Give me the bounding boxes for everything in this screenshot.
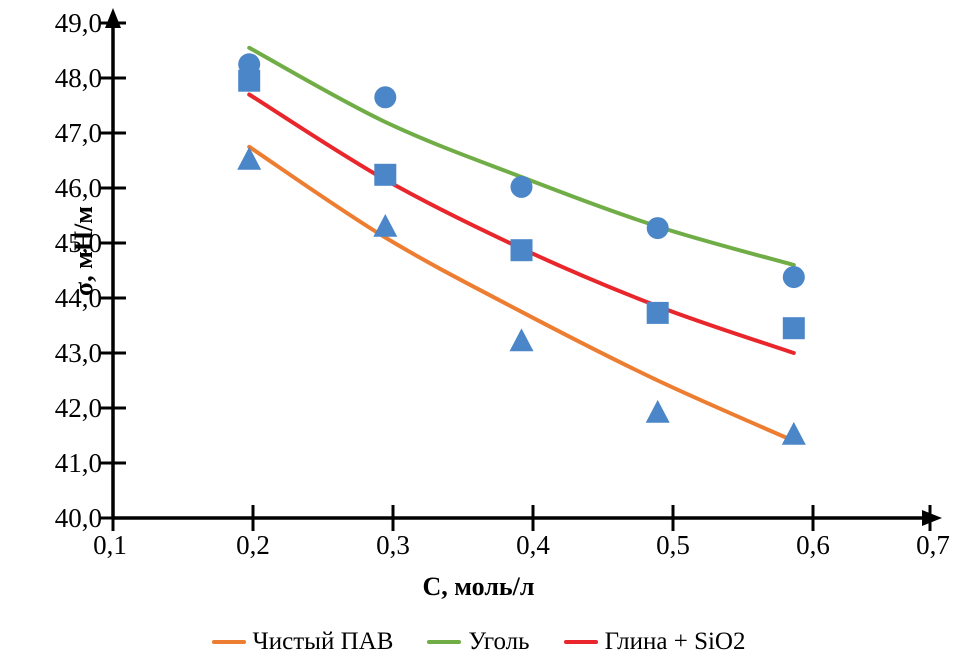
legend-line-swatch <box>211 640 246 644</box>
y-tick-label: 46,0 <box>54 173 102 203</box>
legend-line-swatch <box>427 640 462 644</box>
x-tick-label: 0,4 <box>516 530 550 560</box>
legend-line-swatch <box>563 640 598 644</box>
x-tick-label: 0,6 <box>796 530 830 560</box>
data-point-circle <box>510 175 533 198</box>
y-tick-label: 47,0 <box>54 118 102 148</box>
trend-line-2 <box>247 92 796 355</box>
legend-item-pure-surfactant[interactable]: Чистый ПАВ <box>211 628 394 656</box>
y-tick-label: 49,0 <box>54 8 102 38</box>
trend-line-0 <box>247 144 796 443</box>
legend-label: Чистый ПАВ <box>252 628 394 655</box>
x-tick-marks <box>111 505 932 531</box>
trend-line-1 <box>247 45 796 267</box>
x-tick-label: 0,7 <box>916 530 950 560</box>
y-tick-marks <box>100 21 126 520</box>
y-tick-label: 45,0 <box>54 228 102 258</box>
y-tick-label: 44,0 <box>54 283 102 313</box>
legend-label: Уголь <box>468 628 530 655</box>
data-point-square <box>646 301 669 324</box>
data-point-square <box>782 317 805 340</box>
chart-legend: Чистый ПАВ Уголь Глина + SiO2 <box>0 628 957 656</box>
y-tick-label: 48,0 <box>54 63 102 93</box>
y-tick-label: 43,0 <box>54 338 102 368</box>
x-tick-label: 0,5 <box>656 530 690 560</box>
legend-item-clay-sio2[interactable]: Глина + SiO2 <box>563 628 746 656</box>
y-tick-label: 42,0 <box>54 393 102 423</box>
legend-label: Глина + SiO2 <box>604 628 746 655</box>
y-axis-arrow <box>105 8 121 28</box>
data-point-triangle <box>237 146 262 170</box>
x-axis-arrow <box>922 510 942 526</box>
data-point-circle <box>646 217 669 240</box>
data-point-triangle <box>373 214 398 237</box>
x-tick-label: 0,2 <box>236 530 270 560</box>
x-tick-label: 0,1 <box>93 530 127 560</box>
data-point-square <box>238 69 261 92</box>
data-point-triangle <box>781 421 806 445</box>
data-point-circle <box>374 86 397 109</box>
x-tick-label: 0,3 <box>376 530 410 560</box>
data-markers <box>237 53 806 445</box>
data-point-triangle <box>645 399 670 423</box>
y-tick-label: 41,0 <box>54 448 102 478</box>
legend-item-coal[interactable]: Уголь <box>427 628 530 656</box>
data-point-circle <box>782 266 805 289</box>
data-point-square <box>374 163 397 186</box>
data-point-triangle <box>509 328 534 352</box>
y-tick-label: 40,0 <box>54 503 102 533</box>
x-axis-title: C, моль/л <box>422 572 535 601</box>
data-point-square <box>510 239 533 262</box>
